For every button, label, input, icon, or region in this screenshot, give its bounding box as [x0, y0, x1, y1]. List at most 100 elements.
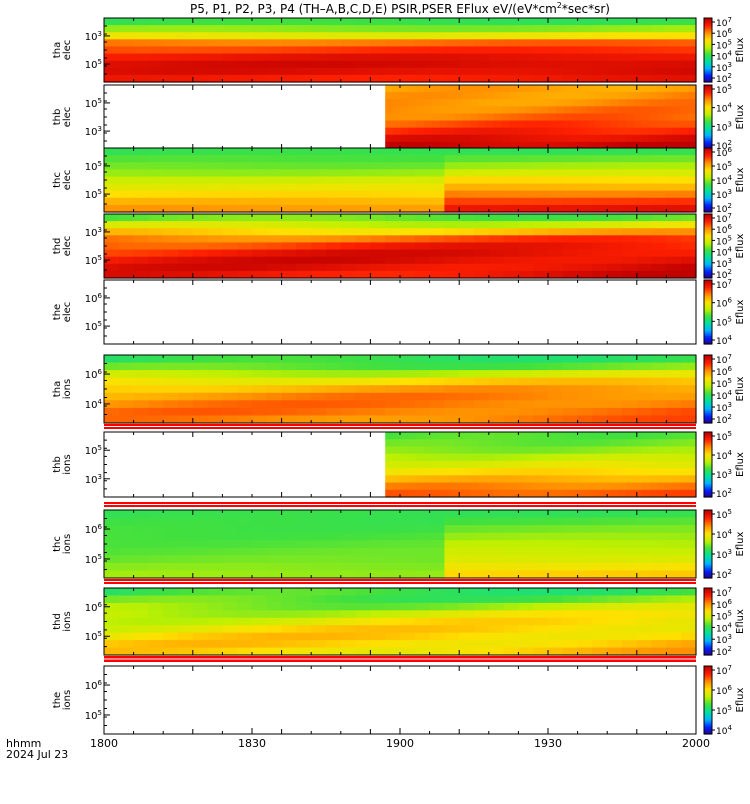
y-axis-label-species: ions [62, 611, 73, 631]
heatmap-cell [385, 60, 401, 69]
heatmap-cell [370, 370, 386, 379]
heatmap-cell [355, 517, 371, 526]
heatmap-cell [607, 39, 623, 48]
heatmap-cell [518, 249, 534, 258]
heatmap-cell [577, 270, 593, 279]
heatmap-cell [311, 617, 327, 626]
heatmap-cell [618, 134, 627, 143]
heatmap-cell [610, 120, 619, 129]
heatmap-cell [163, 249, 179, 258]
heatmap-cell [681, 270, 697, 279]
colorbar-segment [704, 183, 712, 186]
heatmap-cell [178, 204, 194, 213]
heatmap-cell [237, 610, 253, 619]
heatmap-cell [633, 482, 643, 491]
heatmap-cell [577, 176, 593, 185]
heatmap-cell [533, 162, 549, 170]
heatmap-cell [104, 377, 120, 386]
heatmap-cell [622, 370, 638, 379]
heatmap-cell [355, 155, 371, 163]
colorbar-segment [704, 700, 712, 703]
heatmap-cell [592, 392, 608, 401]
heatmap-cell [178, 407, 194, 417]
colorbar-segment [704, 537, 712, 540]
heatmap-cell [592, 400, 608, 409]
heatmap-cell [447, 439, 456, 448]
heatmap-cell [474, 570, 490, 579]
heatmap-cell [207, 540, 223, 549]
heatmap-cell [400, 32, 416, 40]
heatmap-cell [296, 525, 312, 534]
heatmap-cell [222, 67, 238, 76]
heatmap-cell [681, 570, 697, 579]
heatmap-cell [562, 370, 579, 379]
heatmap-cell [592, 74, 608, 83]
heatmap-cell [525, 482, 534, 491]
heatmap-cell [548, 235, 564, 244]
heatmap-cell [533, 228, 549, 236]
colorbar-segment [704, 694, 712, 698]
colorbar-tick-label: 104 [716, 389, 732, 402]
heatmap-cell [281, 67, 297, 76]
heatmap-cell [517, 85, 526, 93]
heatmap-cell [680, 99, 689, 107]
colorbar-segment [704, 706, 712, 710]
heatmap-cell [548, 453, 557, 462]
heatmap-cell [474, 547, 490, 556]
heatmap-cell [680, 134, 689, 143]
tick-exponent: 7 [727, 212, 731, 220]
heatmap-cell [518, 355, 534, 364]
colorbar-segment [704, 241, 712, 244]
heatmap-cell [447, 460, 456, 469]
heatmap-cell [192, 392, 209, 401]
heatmap-cell [571, 475, 581, 484]
heatmap-cell [488, 562, 505, 572]
heatmap-cell [281, 190, 297, 199]
heatmap-cell [607, 74, 623, 83]
heatmap-cell [444, 385, 460, 394]
heatmap-cell [478, 468, 487, 476]
heatmap-cell [562, 555, 579, 564]
heatmap-cell [416, 460, 425, 469]
heatmap-cell [104, 228, 120, 236]
heatmap-cell [462, 106, 472, 115]
heatmap-cell [666, 242, 682, 251]
heatmap-cell [266, 532, 283, 541]
heatmap-cell [104, 602, 120, 611]
heatmap-cell [626, 475, 635, 484]
heatmap-cell [133, 74, 149, 83]
heatmap-cell [474, 242, 490, 251]
heatmap-cell [392, 453, 402, 462]
colorbar-segment [704, 493, 712, 496]
heatmap-cell [439, 468, 448, 476]
heatmap-cell [385, 67, 401, 76]
heatmap-cell [266, 53, 283, 62]
heatmap-cell [408, 468, 417, 476]
heatmap-cell [444, 617, 460, 626]
tick-exponent: 4 [727, 449, 732, 457]
heatmap-cell [311, 176, 327, 185]
heatmap-cell [518, 562, 534, 572]
heatmap-cell [607, 632, 623, 641]
heatmap-cell [439, 85, 448, 93]
heatmap-cell [385, 249, 401, 258]
heatmap-cell [385, 242, 401, 251]
heatmap-cell [562, 588, 579, 597]
heatmap-cell [577, 169, 593, 178]
heatmap-cell [633, 127, 643, 136]
heatmap-cell [548, 595, 564, 604]
colorbar-segment [704, 24, 712, 27]
heatmap-cell [633, 489, 643, 498]
heatmap-cell [340, 377, 357, 386]
heatmap-cell [355, 570, 371, 579]
heatmap-cell [672, 106, 682, 115]
heatmap-cell [400, 432, 410, 440]
heatmap-cell [424, 127, 433, 136]
heatmap-cell [681, 625, 697, 634]
heatmap-cell [664, 127, 674, 136]
heatmap-cell [118, 176, 135, 185]
colorbar-segment [704, 321, 712, 324]
colorbar-segment [704, 208, 712, 211]
heatmap-cell [385, 517, 401, 526]
